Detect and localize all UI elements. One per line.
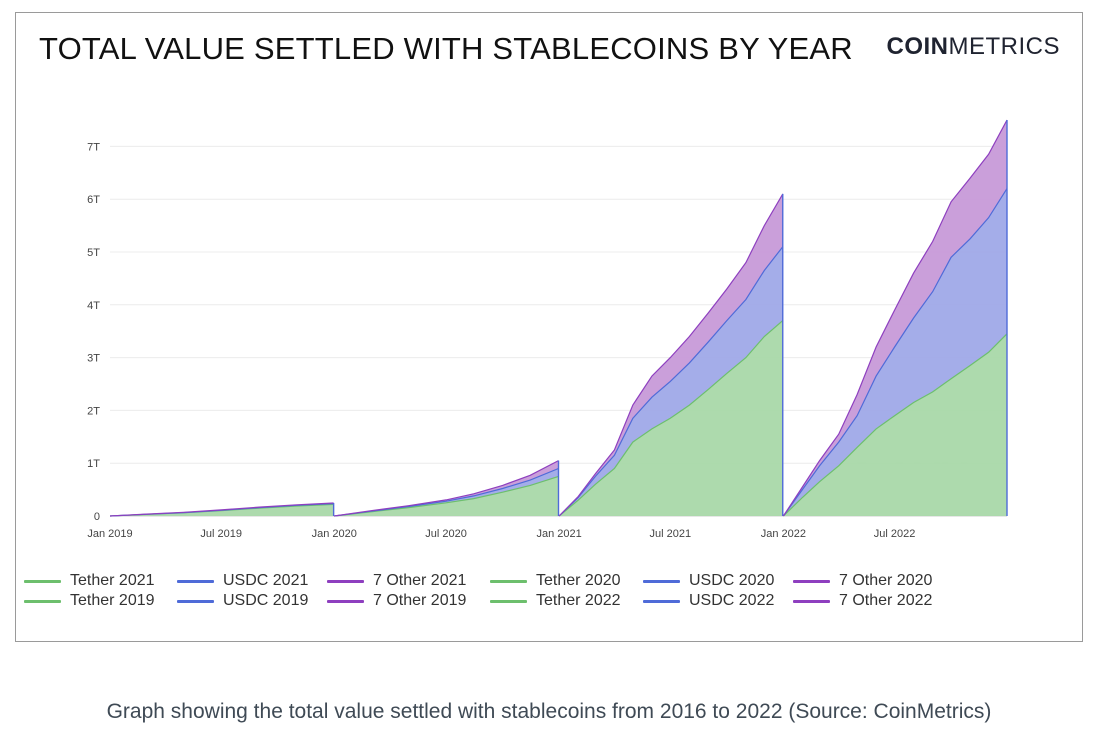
y-tick-label: 6T — [87, 194, 100, 206]
y-tick-label: 2T — [87, 405, 100, 417]
y-tick-label: 1T — [87, 458, 100, 470]
legend-label: USDC 2019 — [223, 592, 309, 609]
x-tick-label: Jul 2020 — [425, 528, 467, 540]
legend-label: USDC 2022 — [689, 592, 775, 609]
legend-item[interactable]: 7 Other 2022 — [793, 592, 932, 610]
legend-item[interactable]: 7 Other 2021 — [327, 572, 466, 590]
legend-label: Tether 2019 — [70, 592, 155, 609]
legend-swatch — [643, 599, 680, 603]
legend-item[interactable]: Tether 2019 — [24, 592, 155, 610]
legend-item[interactable]: USDC 2019 — [177, 592, 308, 610]
legend-swatch — [24, 599, 61, 603]
x-tick-label: Jan 2019 — [87, 528, 132, 540]
tether-line-2022 — [782, 333, 1008, 517]
legend-item[interactable]: Tether 2022 — [490, 592, 621, 610]
legend-swatch — [177, 579, 214, 583]
legend-label: USDC 2020 — [689, 572, 775, 589]
other-line-2019 — [109, 502, 334, 517]
brand-logo: COINMETRICS — [887, 33, 1061, 61]
chart-title: TOTAL VALUE SETTLED WITH STABLECOINS BY … — [39, 31, 853, 66]
legend-swatch — [490, 599, 527, 603]
x-tick-label: Jul 2019 — [200, 528, 242, 540]
legend-item[interactable]: Tether 2021 — [24, 572, 155, 590]
legend-item[interactable]: 7 Other 2019 — [327, 592, 466, 610]
legend-label: 7 Other 2022 — [839, 592, 933, 609]
legend-label: Tether 2021 — [70, 572, 155, 589]
usdc-area-2022 — [783, 188, 1007, 516]
legend-item[interactable]: Tether 2020 — [490, 572, 621, 590]
brand-logo-light: METRICS — [948, 33, 1060, 60]
usdc-line-2021 — [558, 246, 784, 517]
other-line-2020 — [334, 460, 559, 517]
legend-label: Tether 2020 — [536, 572, 621, 589]
x-tick-label: Jul 2022 — [874, 528, 916, 540]
legend-label: Tether 2022 — [536, 592, 621, 609]
legend-label: 7 Other 2020 — [839, 572, 933, 589]
y-tick-label: 4T — [87, 300, 100, 312]
y-tick-label: 7T — [87, 141, 100, 153]
brand-logo-bold: COIN — [886, 33, 949, 60]
legend-label: 7 Other 2019 — [373, 592, 467, 609]
figure-caption: Graph showing the total value settled wi… — [106, 700, 992, 723]
x-tick-label: Jul 2021 — [650, 528, 692, 540]
legend-swatch — [793, 579, 830, 583]
y-tick-label: 5T — [87, 247, 100, 259]
tether-line-2021 — [558, 320, 784, 517]
legend-item[interactable]: USDC 2022 — [643, 592, 774, 610]
legend-swatch — [327, 599, 364, 603]
legend-swatch — [177, 599, 214, 603]
legend-swatch — [327, 579, 364, 583]
tether-area-2020 — [334, 476, 559, 516]
other-area-2022 — [783, 120, 1007, 516]
usdc-line-2022 — [782, 188, 1008, 517]
legend-swatch — [643, 579, 680, 583]
legend-item[interactable]: USDC 2021 — [177, 572, 308, 590]
legend-swatch — [490, 579, 527, 583]
other-line-2022 — [782, 119, 1008, 517]
y-tick-label: 3T — [87, 353, 100, 365]
other-line-2021 — [558, 193, 784, 517]
x-tick-label: Jan 2021 — [536, 528, 581, 540]
tether-line-2020 — [334, 475, 559, 517]
area-chart: 0 1T 2T 3T 4T 5T 6T 7T Jan 2019 Jul 2019 Jan 2020 J… — [87, 119, 1008, 540]
legend-swatch — [24, 579, 61, 583]
x-tick-label: Jan 2022 — [761, 528, 806, 540]
legend-item[interactable]: 7 Other 2020 — [793, 572, 932, 590]
x-tick-label: Jan 2020 — [312, 528, 357, 540]
y-tick-label: 0 — [94, 511, 100, 523]
legend-label: USDC 2021 — [223, 572, 309, 589]
legend-item[interactable]: USDC 2020 — [643, 572, 774, 590]
legend-swatch — [793, 599, 830, 603]
legend-label: 7 Other 2021 — [373, 572, 467, 589]
